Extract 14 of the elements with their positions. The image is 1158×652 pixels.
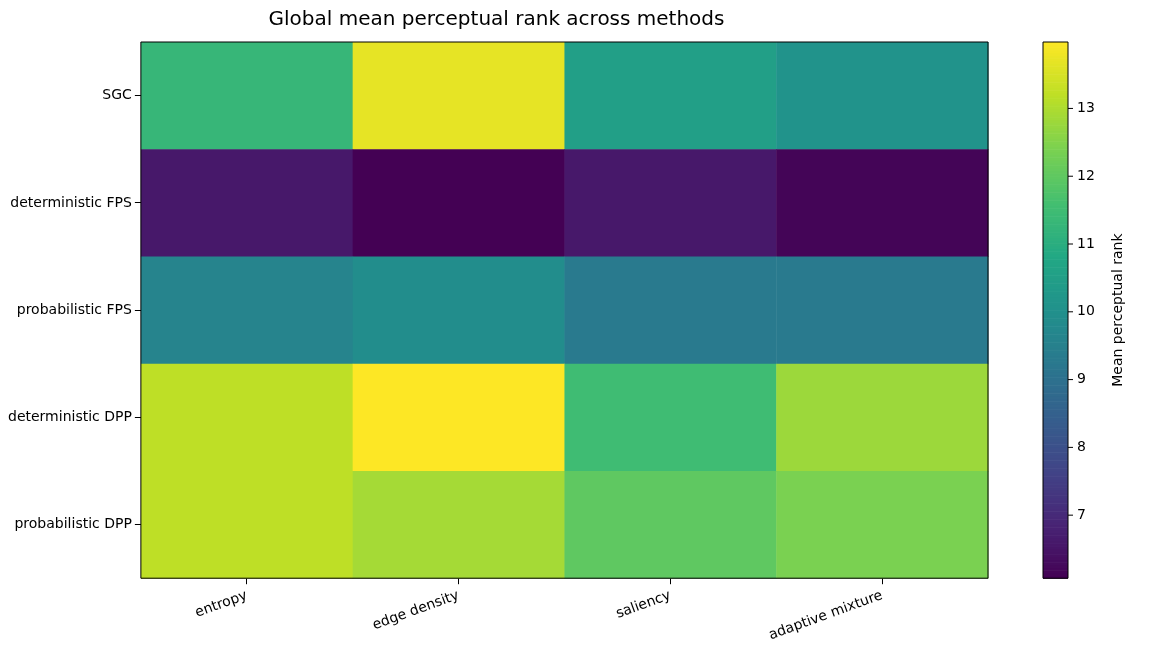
color-bar-label: 9: [1077, 370, 1086, 387]
color-bar-label: 10: [1077, 302, 1095, 319]
color-bar-label: 8: [1077, 438, 1086, 455]
color-bar-title: Mean perceptual rank: [1108, 232, 1125, 387]
y-tick-label: deterministic FPS: [10, 193, 132, 210]
y-tick-label: probabilistic FPS: [16, 300, 132, 317]
color-bar-label: 13: [1077, 99, 1095, 116]
color-bar-label: 11: [1077, 234, 1095, 251]
y-tick-label: probabilistic DPP: [14, 515, 132, 532]
color-bar-label: 7: [1077, 505, 1086, 522]
color-bar-label: 12: [1077, 166, 1095, 183]
y-tick-label: SGC: [102, 86, 133, 103]
y-tick-label: deterministic DPP: [8, 407, 132, 424]
chart-title: Global mean perceptual rank across methods: [268, 6, 725, 31]
